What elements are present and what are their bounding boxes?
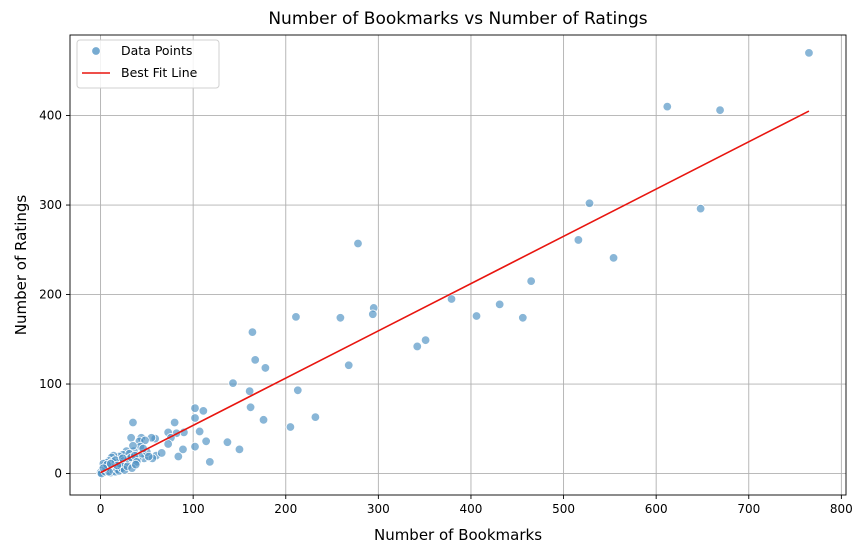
data-point — [144, 451, 154, 462]
data-point — [190, 403, 200, 413]
data-point — [293, 385, 303, 395]
data-point — [412, 341, 422, 352]
data-point — [194, 426, 205, 437]
y-axis-label: Number of Ratings — [12, 195, 30, 336]
data-point — [228, 378, 238, 388]
grid-lines — [70, 35, 846, 495]
data-point — [131, 459, 141, 470]
x-axis-ticks: 0 100 200 300 400 500 600 700 800 — [97, 495, 853, 516]
data-point — [368, 309, 378, 319]
data-point — [247, 327, 258, 337]
y-tick-label: 100 — [39, 377, 62, 391]
data-point — [518, 313, 528, 323]
data-point — [471, 311, 482, 321]
best-fit-line — [100, 110, 810, 474]
x-tick-label: 300 — [367, 502, 390, 516]
y-tick-label: 400 — [39, 109, 62, 123]
legend-label-best-fit-line: Best Fit Line — [121, 65, 198, 80]
x-tick-label: 800 — [830, 502, 853, 516]
data-point — [260, 363, 271, 373]
plot-frame — [69, 34, 847, 496]
x-tick-label: 500 — [552, 502, 575, 516]
data-point — [310, 412, 321, 422]
data-point — [198, 406, 209, 416]
data-point — [584, 198, 595, 208]
legend: Data Points Best Fit Line — [76, 39, 220, 89]
y-tick-label: 300 — [39, 198, 62, 212]
data-point — [190, 441, 200, 452]
data-point — [173, 451, 184, 462]
data-point — [335, 313, 346, 323]
data-point — [250, 355, 260, 365]
data-point — [258, 415, 269, 425]
data-point — [715, 105, 725, 115]
data-point — [608, 253, 619, 263]
chart-title: Number of Bookmarks vs Number of Ratings — [268, 9, 647, 29]
data-point — [420, 335, 431, 345]
data-point — [178, 444, 188, 455]
data-point — [234, 444, 245, 455]
data-point — [163, 439, 173, 449]
data-point — [291, 312, 301, 322]
data-point — [573, 235, 584, 245]
data-point — [156, 448, 167, 458]
data-point — [245, 402, 256, 412]
data-point — [344, 360, 354, 370]
x-tick-label: 400 — [460, 502, 483, 516]
data-point — [128, 417, 138, 428]
x-tick-label: 0 — [97, 502, 105, 516]
data-point — [190, 413, 200, 423]
data-point — [494, 299, 505, 310]
x-axis-label: Number of Bookmarks — [374, 526, 542, 544]
data-point — [526, 276, 536, 286]
legend-box — [76, 39, 220, 89]
data-point — [128, 441, 138, 451]
x-tick-label: 600 — [645, 502, 668, 516]
x-tick-label: 700 — [737, 502, 760, 516]
y-tick-label: 200 — [39, 288, 62, 302]
legend-label-data-points: Data Points — [121, 43, 192, 58]
data-point — [695, 203, 706, 214]
data-point — [169, 417, 180, 428]
data-point — [201, 436, 211, 447]
data-point — [804, 48, 814, 58]
data-point — [353, 238, 363, 249]
y-axis-ticks: 0 100 200 300 400 — [39, 109, 70, 481]
data-point — [662, 101, 672, 112]
data-point — [126, 433, 136, 443]
x-tick-label: 200 — [274, 502, 297, 516]
data-point — [222, 437, 233, 447]
data-point — [205, 457, 215, 467]
data-point — [244, 386, 255, 396]
x-tick-label: 100 — [182, 502, 205, 516]
data-point — [285, 422, 296, 432]
legend-marker-icon — [91, 46, 101, 56]
y-tick-label: 0 — [54, 467, 62, 481]
data-point — [446, 294, 457, 304]
